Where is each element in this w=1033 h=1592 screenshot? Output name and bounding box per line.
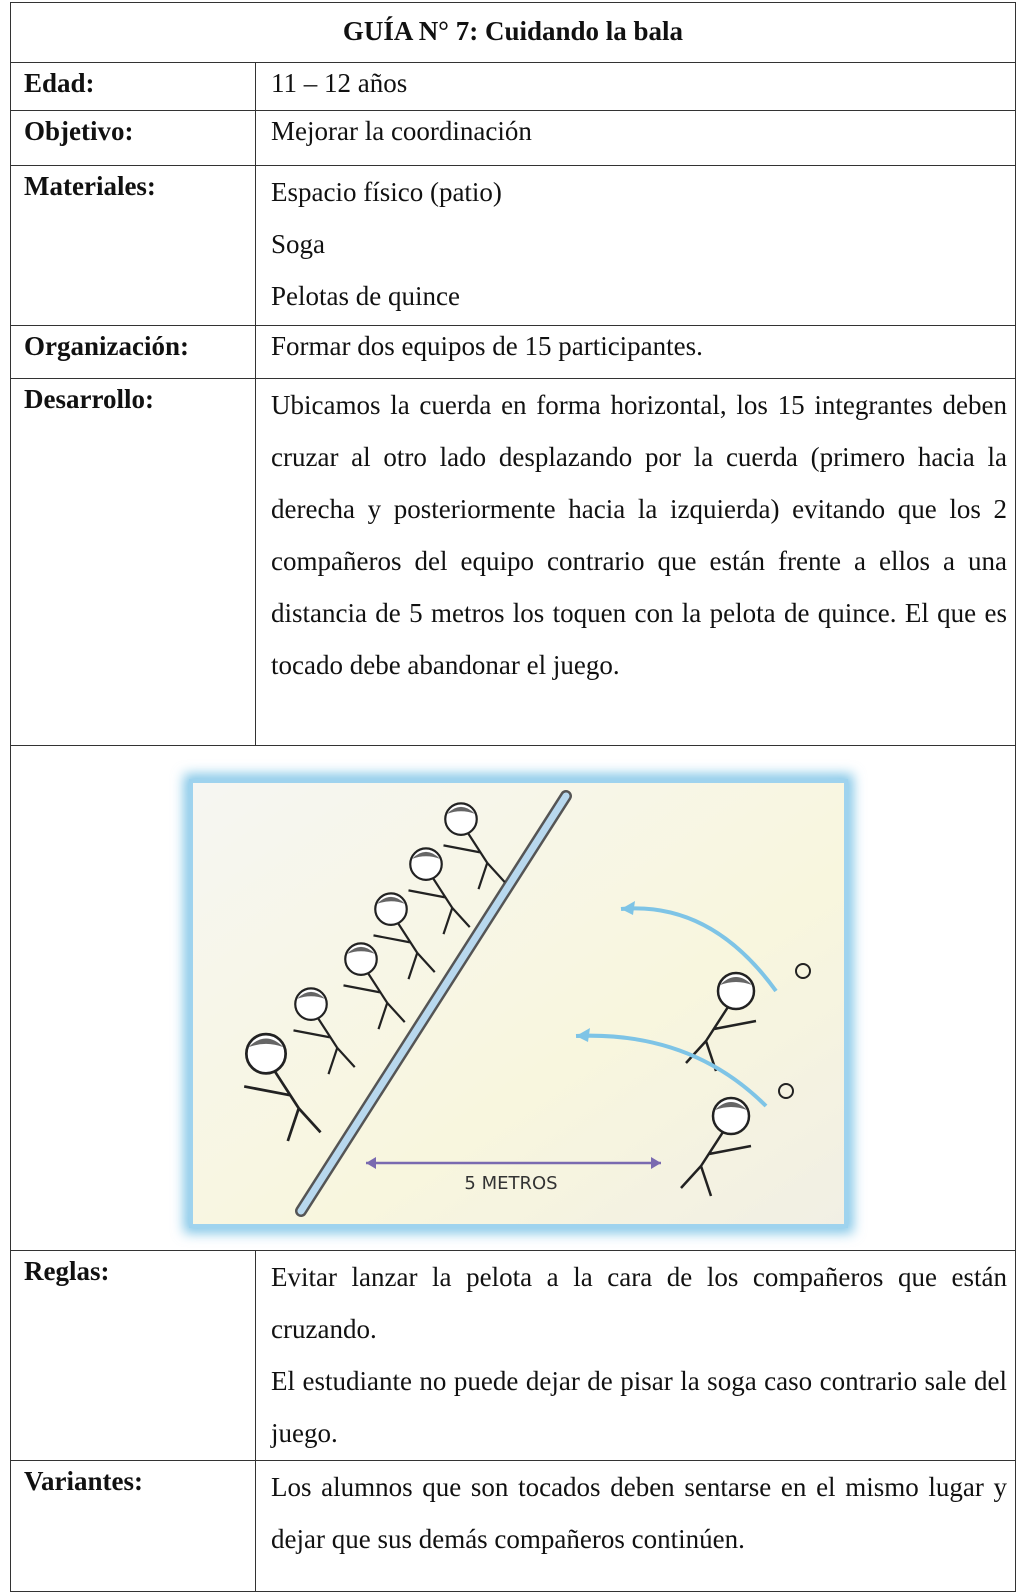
row-content: Evitar lanzar la pelota a la cara de los… (256, 1251, 1015, 1459)
row-content: Espacio físico (patio) Soga Pelotas de qui… (256, 166, 1015, 322)
table-row: Edad: 11 – 12 años (10, 62, 1016, 110)
illustration-row: 5 METROS (10, 745, 1016, 1250)
title: GUÍA N° 7: Cuidando la bala (342, 16, 684, 46)
row-content: Ubicamos la cuerda en forma horizontal, … (256, 379, 1015, 691)
content-line: Formar dos equipos de 15 participantes. (271, 331, 703, 361)
row-content: Mejorar la coordinación (256, 111, 1015, 151)
table-row: Reglas: Evitar lanzar la pelota a la cara… (10, 1250, 1016, 1460)
row-label: Materiales: (11, 166, 256, 325)
content-line: 11 – 12 años (271, 68, 408, 98)
table-row: Variantes: Los alumnos que son tocados de… (10, 1460, 1016, 1592)
row-label: Variantes: (11, 1461, 256, 1591)
illustration: 5 METROS (184, 774, 853, 1233)
content-line: Evitar lanzar la pelota a la cara de los… (271, 1262, 1007, 1344)
content-line: Ubicamos la cuerda en forma horizontal, … (271, 390, 1007, 680)
content-line: Soga (271, 229, 325, 259)
row-label: Objetivo: (11, 111, 256, 165)
row-content: 11 – 12 años (256, 63, 1015, 103)
row-label: Desarrollo: (11, 379, 256, 745)
row-content: Formar dos equipos de 15 participantes. (256, 326, 1015, 366)
table-row: Desarrollo: Ubicamos la cuerda en forma h… (10, 378, 1016, 745)
table-row: Objetivo: Mejorar la coordinación (10, 110, 1016, 165)
table-row: Organización: Formar dos equipos de 15 pa… (10, 325, 1016, 378)
row-label: Reglas: (11, 1251, 256, 1460)
title-row: GUÍA N° 7: Cuidando la bala (10, 2, 1016, 62)
table-row: Materiales: Espacio físico (patio) Soga Pel… (10, 165, 1016, 325)
row-label: Edad: (11, 63, 256, 110)
row-label: Organización: (11, 326, 256, 378)
content-line: Mejorar la coordinación (271, 116, 532, 146)
content-line: Espacio físico (patio) (271, 177, 502, 207)
row-content: Los alumnos que son tocados deben sentar… (256, 1461, 1015, 1565)
content-line: El estudiante no puede dejar de pisar la… (271, 1366, 1007, 1448)
content-line: Los alumnos que son tocados deben sentar… (271, 1472, 1007, 1554)
distance-label: 5 METROS (464, 1173, 557, 1194)
content-line: Pelotas de quince (271, 281, 460, 311)
